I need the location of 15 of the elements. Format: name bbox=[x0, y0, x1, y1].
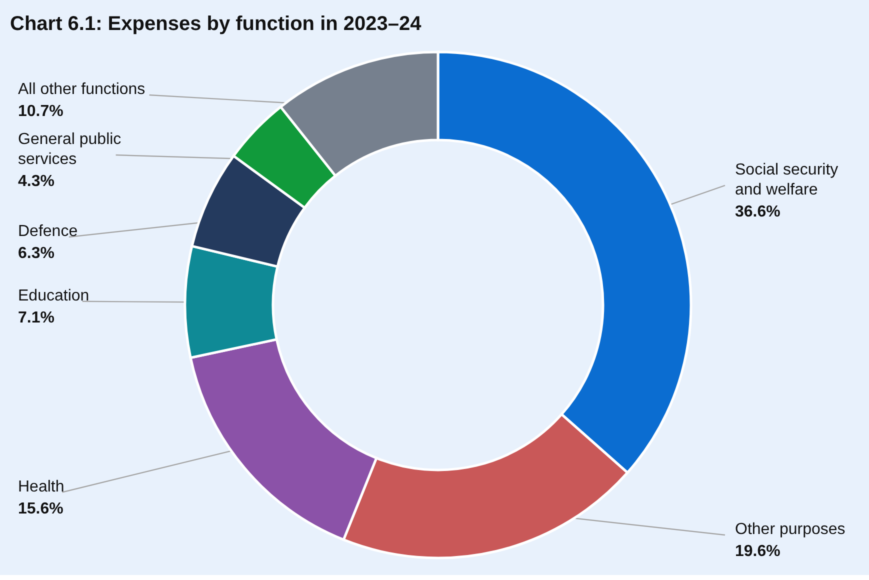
slice-label: Other purposes bbox=[735, 521, 846, 538]
slice-label: All other functions bbox=[18, 81, 146, 98]
slice-label: General public services bbox=[18, 131, 122, 168]
data-label: 10.7% bbox=[18, 103, 64, 120]
data-label: 15.6% bbox=[18, 500, 64, 518]
data-label: 36.6% bbox=[735, 203, 780, 220]
slice-label: Social security and welfare bbox=[735, 161, 838, 198]
data-label: 4.3% bbox=[18, 173, 54, 190]
data-label: 19.6% bbox=[735, 543, 780, 560]
data-label: 6.3% bbox=[18, 245, 54, 262]
slice-label: Education bbox=[18, 287, 90, 304]
chart-title: Chart 6.1: Expenses by function in 2023–24 bbox=[10, 13, 422, 35]
slice-label: Health bbox=[18, 478, 64, 496]
data-label: 7.1% bbox=[18, 309, 54, 326]
slice-label: Defence bbox=[18, 223, 78, 240]
